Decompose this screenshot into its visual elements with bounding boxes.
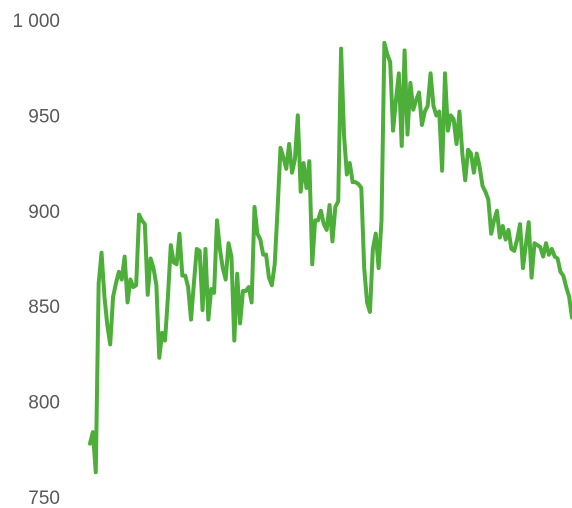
series-line [88,40,572,475]
plot-area [88,40,572,475]
y-tick-label: 900 [28,202,60,223]
y-axis: 750 800 850 900 950 1 000 [12,11,60,508]
y-tick-label: 850 [28,297,60,318]
y-tick-label: 950 [28,106,60,127]
y-tick-label: 800 [28,393,60,414]
y-tick-label: 750 [28,488,60,508]
y-tick-label: 1 000 [12,11,60,32]
